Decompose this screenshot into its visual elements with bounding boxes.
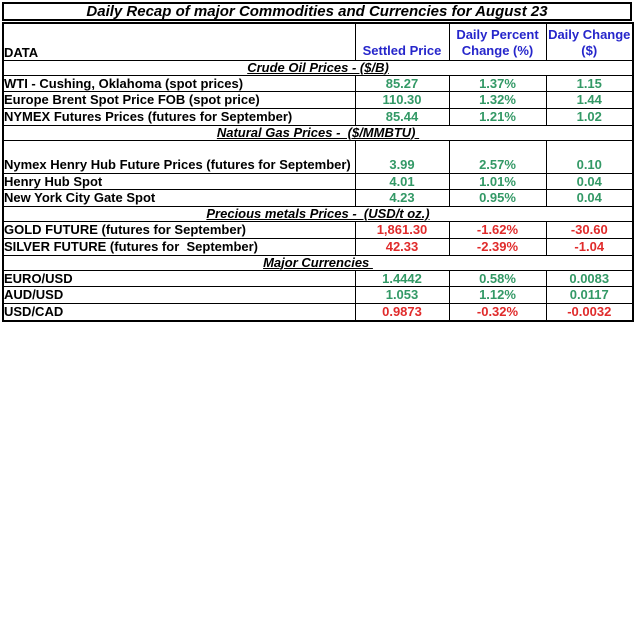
dollar-change-cell: 1.44 [545,91,634,109]
settled-price-cell: 1.053 [354,286,450,305]
dollar-change-cell: 1.15 [545,74,634,93]
table-title-bar: Daily Recap of major Commodities and Cur… [2,2,632,21]
settled-price-cell: 4.23 [354,189,450,208]
column-header-data: DATA [2,22,356,61]
table-row-silver-future: SILVER FUTURE (futures for September) 42… [2,237,634,256]
percent-change-cell: 2.57% [448,139,547,174]
dollar-change-cell: 0.0117 [545,286,634,305]
table-row-gold-future: GOLD FUTURE (futures for September) 1,86… [2,221,634,239]
section-header-row-crude-oil: Crude Oil Prices - ($/B) [2,59,634,76]
dollar-change-cell: -30.60 [545,221,634,239]
row-label: EURO/USD [2,269,356,288]
table-row-henry-hub-spot: Henry Hub Spot 4.01 1.01% 0.04 [2,172,634,191]
table-row-wti: WTI - Cushing, Oklahoma (spot prices) 85… [2,74,634,93]
percent-change-cell: 1.37% [448,74,547,93]
settled-price-cell: 85.27 [354,74,450,93]
commodities-currencies-table: DATA Settled Price Daily Percent Change … [2,22,634,322]
dollar-change-cell: -0.0032 [545,303,634,322]
table-row-brent: Europe Brent Spot Price FOB (spot price)… [2,91,634,109]
settled-price-cell: 85.44 [354,107,450,126]
settled-price-cell: 0.9873 [354,303,450,322]
column-header-daily-percent-change: Daily Percent Change (%) [448,22,547,61]
settled-price-cell: 1,861.30 [354,221,450,239]
section-header-row-precious-metals: Precious metals Prices - (USD/t oz.) [2,206,634,223]
row-label: AUD/USD [2,286,356,305]
dollar-change-cell: 0.04 [545,172,634,191]
table-row-nymex-futures: NYMEX Futures Prices (futures for Septem… [2,107,634,126]
table-title: Daily Recap of major Commodities and Cur… [86,3,548,20]
table-row-euro-usd: EURO/USD 1.4442 0.58% 0.0083 [2,269,634,288]
section-header-label: Natural Gas Prices - ($/MMBTU) [2,124,634,141]
row-label: WTI - Cushing, Oklahoma (spot prices) [2,74,356,93]
section-header-label: Crude Oil Prices - ($/B) [2,59,634,76]
row-label: Nymex Henry Hub Future Prices (futures f… [2,139,356,174]
row-label: NYMEX Futures Prices (futures for Septem… [2,107,356,126]
settled-price-cell: 1.4442 [354,269,450,288]
row-label: Henry Hub Spot [2,172,356,191]
row-label: GOLD FUTURE (futures for September) [2,221,356,239]
column-header-settled-price: Settled Price [354,22,450,61]
percent-change-cell: -0.32% [448,303,547,322]
row-label: USD/CAD [2,303,356,322]
table-row-nymex-henry-hub: Nymex Henry Hub Future Prices (futures f… [2,139,634,174]
section-header-row-major-currencies: Major Currencies [2,254,634,271]
row-label: New York City Gate Spot [2,189,356,208]
settled-price-cell: 4.01 [354,172,450,191]
row-label: Europe Brent Spot Price FOB (spot price) [2,91,356,109]
percent-change-cell: 1.12% [448,286,547,305]
row-label: SILVER FUTURE (futures for September) [2,237,356,256]
table-row-usd-cad: USD/CAD 0.9873 -0.32% -0.0032 [2,303,634,322]
percent-change-cell: 1.01% [448,172,547,191]
percent-change-cell: -2.39% [448,237,547,256]
percent-change-cell: 0.95% [448,189,547,208]
dollar-change-cell: 0.10 [545,139,634,174]
percent-change-cell: -1.62% [448,221,547,239]
section-header-row-natural-gas: Natural Gas Prices - ($/MMBTU) [2,124,634,141]
dollar-change-cell: 0.04 [545,189,634,208]
settled-price-cell: 42.33 [354,237,450,256]
column-header-daily-change: Daily Change ($) [545,22,634,61]
settled-price-cell: 110.30 [354,91,450,109]
table-row-nyc-gate-spot: New York City Gate Spot 4.23 0.95% 0.04 [2,189,634,208]
percent-change-cell: 0.58% [448,269,547,288]
percent-change-cell: 1.21% [448,107,547,126]
table-header-row: DATA Settled Price Daily Percent Change … [2,22,634,61]
percent-change-cell: 1.32% [448,91,547,109]
dollar-change-cell: 1.02 [545,107,634,126]
dollar-change-cell: -1.04 [545,237,634,256]
dollar-change-cell: 0.0083 [545,269,634,288]
settled-price-cell: 3.99 [354,139,450,174]
section-header-label: Major Currencies [2,254,634,271]
section-header-label: Precious metals Prices - (USD/t oz.) [2,206,634,223]
table-row-aud-usd: AUD/USD 1.053 1.12% 0.0117 [2,286,634,305]
